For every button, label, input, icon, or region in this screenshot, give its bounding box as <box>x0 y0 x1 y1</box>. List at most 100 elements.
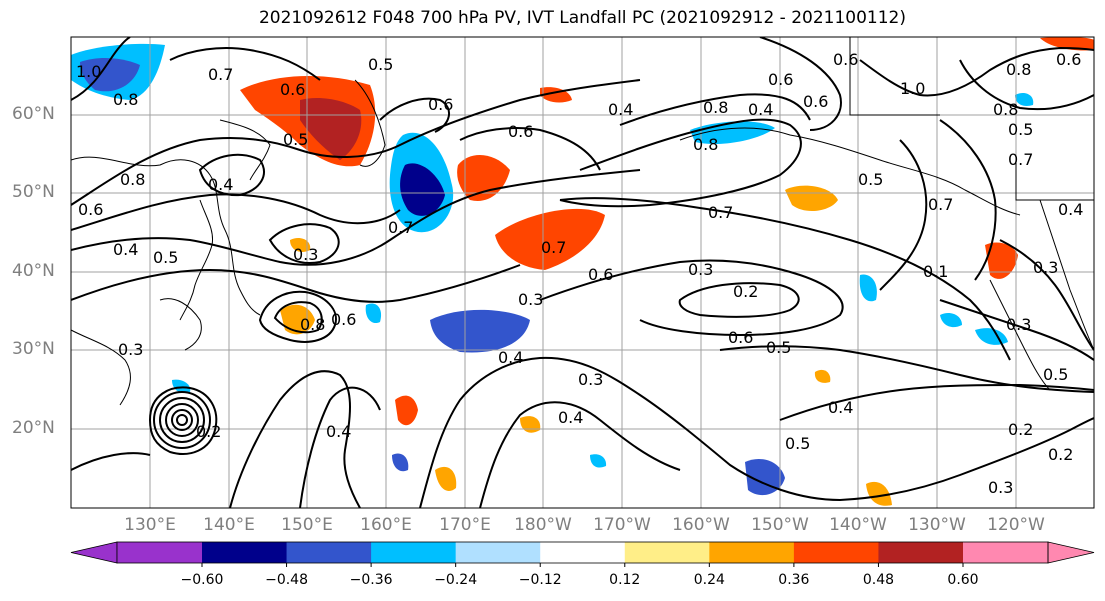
pv-negative-region <box>975 328 1008 345</box>
contour-label: 0.4 <box>608 100 634 119</box>
contour-label: 0.5 <box>1043 365 1069 384</box>
pv-positive-region <box>866 481 892 506</box>
pv-positive-region <box>814 369 831 383</box>
colorbar-swatch <box>117 542 203 563</box>
lat-tick-label: 60°N <box>12 104 55 124</box>
lon-tick-label: 160°W <box>672 515 730 535</box>
pv-negative-region <box>80 58 140 92</box>
contour-label: 0.6 <box>508 122 534 141</box>
colorbar-tick-label: −0.12 <box>518 572 562 588</box>
contour-label: 0.5 <box>153 248 179 267</box>
lon-tick-label: 170°E <box>439 515 491 535</box>
lon-tick-label: 130°W <box>908 515 966 535</box>
pv-negative-region <box>940 313 962 328</box>
contour-label: 0.6 <box>331 310 357 329</box>
lon-tick-label: 120°W <box>987 515 1045 535</box>
lon-tick-label: 150°E <box>281 515 333 535</box>
contour-label: 0.7 <box>928 195 954 214</box>
lon-tick-label: 160°E <box>360 515 412 535</box>
contour-label: 0.3 <box>578 370 604 389</box>
pv-positive-region <box>300 98 362 160</box>
contour-label: 1.0 <box>76 62 102 81</box>
pv-negative-region <box>365 303 382 324</box>
lon-tick-label: 170°W <box>593 515 651 535</box>
contour-label: 0.3 <box>293 245 319 264</box>
plot-frame <box>70 36 1095 509</box>
contour-label: 0.3 <box>118 340 144 359</box>
contour-label: 0.8 <box>693 135 719 154</box>
colorbar-tick-label: −0.36 <box>349 572 393 588</box>
colorbar-swatch <box>455 542 541 563</box>
contour-label: 0.3 <box>688 260 714 279</box>
contour-label: 0.1 <box>923 262 949 281</box>
pv-positive-region <box>290 238 311 252</box>
colorbar-tick-label: −0.24 <box>434 572 478 588</box>
contour-label: 0.6 <box>588 265 614 284</box>
pv-positive-region <box>785 185 838 212</box>
contour-label: 0.6 <box>1056 50 1082 69</box>
coastlines <box>71 37 1094 406</box>
pv-positive-region <box>1040 37 1094 51</box>
colorbar-swatch <box>878 542 964 563</box>
contour-label: 0.7 <box>1008 150 1034 169</box>
contour-label: 0.5 <box>1008 120 1034 139</box>
lat-tick-label: 40°N <box>12 261 55 281</box>
contour-label: 0.6 <box>280 80 306 99</box>
lat-tick-label: 50°N <box>12 182 55 202</box>
pv-negative-region <box>430 309 530 353</box>
lon-tick-label: 180°W <box>514 515 572 535</box>
colorbar-tick-label: −0.60 <box>180 572 224 588</box>
contour-label: 1.0 <box>900 79 926 98</box>
contour-label: 0.4 <box>208 175 234 194</box>
contour-label: 0.8 <box>993 100 1019 119</box>
colorbar-tick-label: 0.36 <box>778 572 810 588</box>
contour-label: 0.7 <box>708 203 734 222</box>
lat-tick-label: 30°N <box>12 339 55 359</box>
contour-label: 0.6 <box>428 95 454 114</box>
contour-label: 0.5 <box>283 130 309 149</box>
contour-label: 0.2 <box>733 282 759 301</box>
pv-negative-region <box>745 458 785 496</box>
pv-shading <box>71 37 1094 506</box>
lon-tick-label: 150°W <box>751 515 809 535</box>
pv-positive-region <box>280 304 315 335</box>
pv-negative-region <box>859 274 877 302</box>
pv-negative-region <box>392 453 409 472</box>
colorbar-frame <box>116 541 1049 564</box>
pv-positive-region <box>985 242 1018 279</box>
colorbar-swatch <box>202 542 288 563</box>
colorbar-swatch <box>793 542 879 563</box>
contour-label: 0.4 <box>828 398 854 417</box>
pv-positive-region <box>520 416 541 433</box>
contour-label: 0.8 <box>120 170 146 189</box>
contour-label: 0.6 <box>833 50 859 69</box>
contour-label: 0.5 <box>785 434 811 453</box>
colorbar-swatch <box>963 542 1049 563</box>
map-title: 2021092612 F048 700 hPa PV, IVT Landfall… <box>258 8 906 28</box>
lon-tick-label: 140°W <box>829 515 887 535</box>
contour-label: 0.2 <box>196 422 222 441</box>
colorbar <box>70 541 1095 567</box>
contour-label: 0.4 <box>558 408 584 427</box>
contour-label: 0.6 <box>768 70 794 89</box>
colorbar-extend-max <box>1047 541 1095 564</box>
colorbar-extend-min <box>70 541 118 564</box>
colorbar-tick-label: 0.24 <box>693 572 725 588</box>
contour-label: 0.5 <box>766 338 792 357</box>
contour-label: 0.3 <box>518 290 544 309</box>
contour-label: 0.4 <box>326 422 352 441</box>
colorbar-tick-label: 0.48 <box>862 572 895 588</box>
colorbar-swatch <box>540 542 626 563</box>
colorbar-swatch <box>286 542 372 563</box>
colorbar-swatch <box>371 542 457 563</box>
contour-label: 0.6 <box>728 328 754 347</box>
lat-tick-label: 20°N <box>12 418 55 438</box>
contour-label: 0.4 <box>1058 200 1084 219</box>
contour-label: 0.8 <box>1006 60 1032 79</box>
colorbar-tick-label: 0.12 <box>609 572 641 588</box>
colorbar-swatch <box>624 542 710 563</box>
lon-tick-label: 140°E <box>203 515 255 535</box>
colorbar-tick-label: −0.48 <box>265 572 308 588</box>
contour-label: 0.2 <box>1008 420 1034 439</box>
